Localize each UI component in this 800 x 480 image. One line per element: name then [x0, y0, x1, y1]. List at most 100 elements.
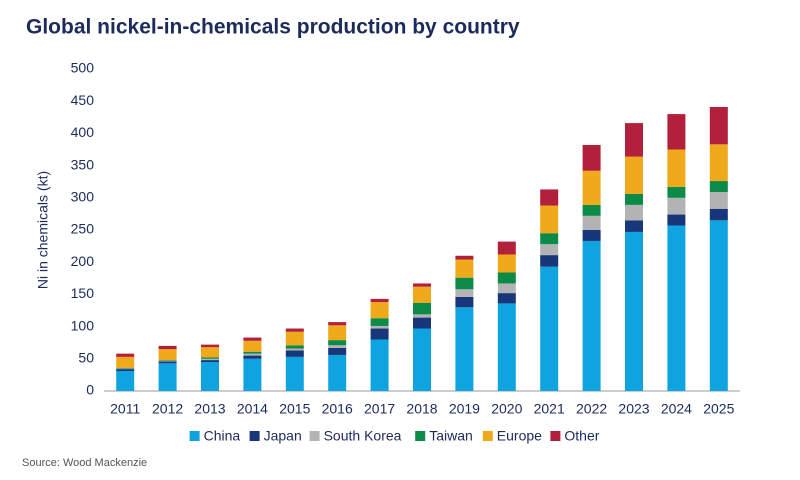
bar-segment	[540, 189, 559, 206]
y-tick-label: 0	[86, 382, 94, 398]
x-tick-label: 2012	[152, 401, 183, 417]
bar-segment	[455, 307, 474, 391]
bar-segment	[413, 302, 431, 315]
bar-segment	[201, 358, 219, 361]
bar-segment	[582, 204, 601, 216]
bar-segment	[709, 208, 728, 221]
bar-segment	[285, 345, 304, 349]
bar-segment	[243, 353, 262, 356]
y-tick-label: 300	[71, 189, 95, 205]
x-tick-label: 2021	[534, 401, 565, 417]
bar-segment	[328, 322, 347, 326]
x-tick-label: 2025	[703, 401, 734, 417]
bar-segment	[625, 204, 643, 221]
bar-segment	[667, 225, 686, 391]
bar-segment	[455, 259, 474, 278]
legend-label: China	[204, 428, 241, 444]
bar-segment	[370, 325, 389, 329]
bar-segment	[667, 114, 686, 150]
y-tick-label: 250	[71, 221, 95, 237]
bar-segment	[370, 339, 389, 391]
bar-segment	[497, 283, 516, 294]
y-tick-label: 450	[71, 92, 95, 108]
bar-segment	[497, 293, 516, 304]
legend-swatch	[249, 431, 260, 441]
bar-segment	[116, 369, 135, 372]
legend-label: Europe	[497, 428, 542, 444]
y-tick-label: 500	[71, 60, 95, 76]
bar-segment	[582, 230, 601, 241]
bar-segment	[625, 156, 643, 194]
bar-segment	[582, 170, 601, 205]
legend-swatch	[550, 431, 561, 441]
bar-segment	[625, 193, 643, 205]
bar-segment	[625, 123, 643, 157]
bar-segment	[709, 144, 728, 182]
bar-segment	[328, 347, 347, 355]
bar-segment	[158, 349, 177, 361]
bar-segment	[625, 231, 643, 391]
legend-label: Japan	[264, 428, 302, 444]
bar-segment	[158, 360, 177, 361]
bar-segment	[497, 254, 516, 273]
x-tick-label: 2015	[279, 401, 310, 417]
bar-segment	[540, 244, 559, 256]
bar-segment	[328, 354, 347, 391]
bar-segment	[413, 314, 431, 318]
bar-segment	[201, 347, 219, 358]
x-tick-label: 2016	[322, 401, 353, 417]
x-tick-label: 2018	[406, 401, 437, 417]
x-tick-label: 2022	[576, 401, 607, 417]
x-tick-label: 2013	[194, 401, 225, 417]
bar-segment	[709, 192, 728, 209]
bar-segment	[582, 215, 601, 230]
bar-segment	[370, 328, 389, 340]
bar-segment	[582, 240, 601, 391]
bar-segment	[413, 317, 431, 329]
bar-segment	[285, 356, 304, 391]
bar-segment	[540, 255, 559, 267]
bar-segment	[158, 363, 177, 391]
bar-segment	[201, 362, 219, 391]
bar-segment	[328, 325, 347, 341]
bar-segment	[540, 266, 559, 391]
bar-segment	[116, 356, 135, 368]
legend-label: Taiwan	[429, 428, 473, 444]
bar-segment	[243, 351, 262, 354]
bar-segment	[158, 345, 177, 350]
bar-segment	[243, 355, 262, 359]
bar-segment	[709, 220, 728, 391]
y-tick-label: 150	[71, 285, 95, 301]
bar-segment	[413, 328, 431, 391]
bar-segment	[413, 286, 431, 303]
bar-segment	[413, 283, 431, 287]
bar-segment	[667, 149, 686, 187]
bar-segment	[158, 361, 177, 364]
bar-segment	[201, 360, 219, 363]
bar-segment	[116, 368, 135, 370]
legend-label: Other	[564, 428, 599, 444]
bar-segment	[540, 205, 559, 234]
bar-segment	[243, 358, 262, 391]
bar-segment	[328, 340, 347, 346]
bar-segment	[709, 181, 728, 193]
bar-segment	[497, 241, 516, 255]
y-tick-label: 100	[71, 317, 95, 333]
legend-swatch	[309, 431, 320, 441]
source: Source: Wood Mackenzie	[22, 457, 147, 469]
y-tick-label: 400	[71, 124, 95, 140]
bar-segment	[497, 272, 516, 284]
bar-segment	[667, 214, 686, 226]
y-axis-label: Ni in chemicals (kt)	[35, 171, 51, 289]
chart-title: Global nickel-in-chemicals production by…	[26, 16, 520, 39]
bar-segment	[243, 340, 262, 352]
legend-swatch	[415, 431, 426, 441]
x-tick-label: 2020	[491, 401, 522, 417]
bar-segment	[497, 303, 516, 391]
bar-segment	[285, 350, 304, 357]
x-tick-label: 2011	[110, 401, 140, 417]
bar-segment	[370, 318, 389, 326]
bar-segment	[455, 296, 474, 308]
